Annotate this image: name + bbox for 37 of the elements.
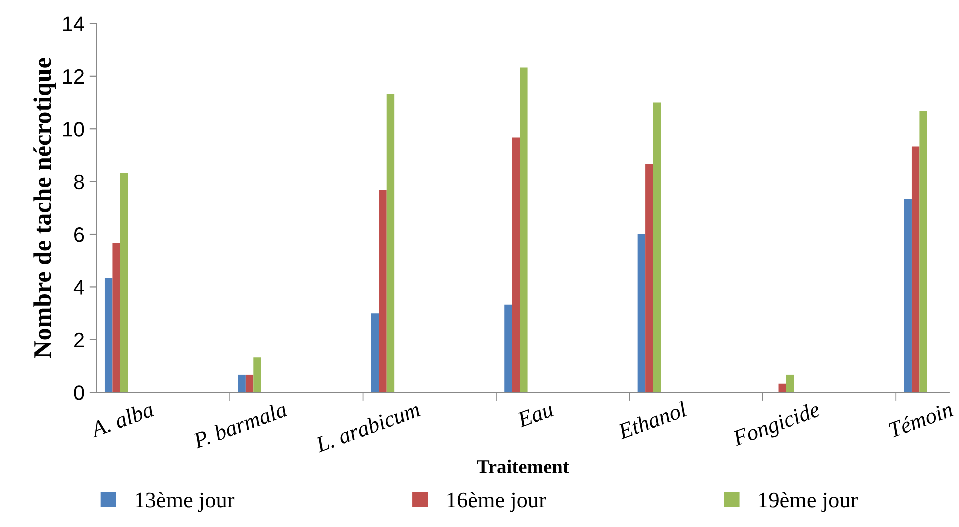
bar xyxy=(912,146,920,393)
y-tick-label: 2 xyxy=(74,332,84,348)
bar xyxy=(112,243,120,393)
x-axis-title: Traitement xyxy=(477,460,570,474)
x-tick-label: P. barmala xyxy=(192,401,288,449)
bar xyxy=(386,94,395,393)
bar xyxy=(512,138,520,393)
bar xyxy=(904,199,912,393)
bar xyxy=(371,314,380,393)
bar xyxy=(246,374,254,393)
bar xyxy=(120,173,128,393)
y-tick-label: 4 xyxy=(74,280,84,295)
x-tick-label: Eau xyxy=(516,402,554,428)
legend-label: 13ème jour xyxy=(136,492,235,512)
x-tick-label: A. alba xyxy=(88,401,155,438)
bar xyxy=(786,374,794,393)
y-tick-label: 10 xyxy=(63,122,84,137)
bar xyxy=(254,358,262,393)
y-tick-label: 6 xyxy=(74,228,84,242)
bar xyxy=(238,374,246,393)
bar xyxy=(646,164,654,393)
y-tick-label: 12 xyxy=(63,69,84,84)
legend-label: 16ème jour xyxy=(448,492,546,512)
legend-label: 19ème jour xyxy=(760,492,858,512)
y-tick-label: 8 xyxy=(74,174,84,190)
y-tick-label: 14 xyxy=(63,16,84,32)
bar xyxy=(920,111,928,393)
bar xyxy=(653,102,662,393)
x-tick-label: L. arabicum xyxy=(314,401,422,453)
bar xyxy=(379,190,387,393)
x-tick-label: Témoin xyxy=(888,401,954,438)
y-axis-title: Nombre de tache nécrotique xyxy=(34,58,56,358)
bar xyxy=(520,68,528,393)
bar xyxy=(104,278,113,393)
y-tick-label: 0 xyxy=(74,386,84,400)
bar xyxy=(504,304,512,393)
bar xyxy=(638,234,646,393)
